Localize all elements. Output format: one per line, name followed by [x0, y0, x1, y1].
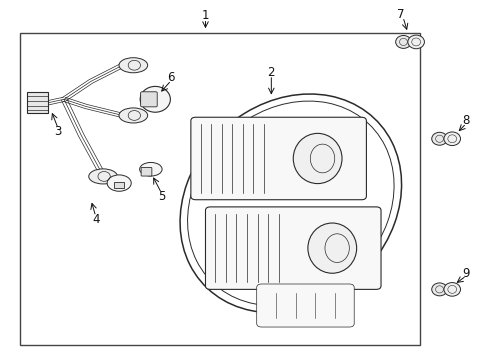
Ellipse shape	[119, 108, 147, 123]
Text: 9: 9	[462, 267, 469, 280]
Ellipse shape	[395, 36, 410, 48]
Text: 2: 2	[267, 66, 275, 79]
FancyBboxPatch shape	[141, 167, 152, 176]
Text: 1: 1	[202, 9, 209, 22]
Text: 7: 7	[396, 8, 404, 21]
Text: 3: 3	[55, 125, 62, 138]
FancyBboxPatch shape	[114, 182, 124, 188]
Ellipse shape	[431, 283, 447, 296]
Ellipse shape	[107, 175, 131, 191]
Ellipse shape	[293, 134, 341, 184]
Text: 8: 8	[462, 114, 469, 127]
Ellipse shape	[307, 223, 356, 273]
FancyBboxPatch shape	[141, 92, 157, 107]
Bar	[20, 33, 419, 345]
FancyBboxPatch shape	[190, 117, 366, 200]
FancyBboxPatch shape	[256, 284, 353, 327]
Ellipse shape	[431, 132, 447, 145]
Ellipse shape	[407, 35, 424, 49]
Text: 5: 5	[158, 190, 165, 203]
Ellipse shape	[443, 132, 460, 145]
Ellipse shape	[140, 162, 162, 176]
Text: 4: 4	[92, 213, 100, 226]
Ellipse shape	[89, 169, 117, 184]
Ellipse shape	[119, 58, 147, 73]
FancyBboxPatch shape	[205, 207, 380, 289]
Ellipse shape	[443, 283, 460, 296]
Text: 6: 6	[167, 71, 175, 84]
Ellipse shape	[140, 86, 170, 112]
Bar	[27, 93, 47, 113]
